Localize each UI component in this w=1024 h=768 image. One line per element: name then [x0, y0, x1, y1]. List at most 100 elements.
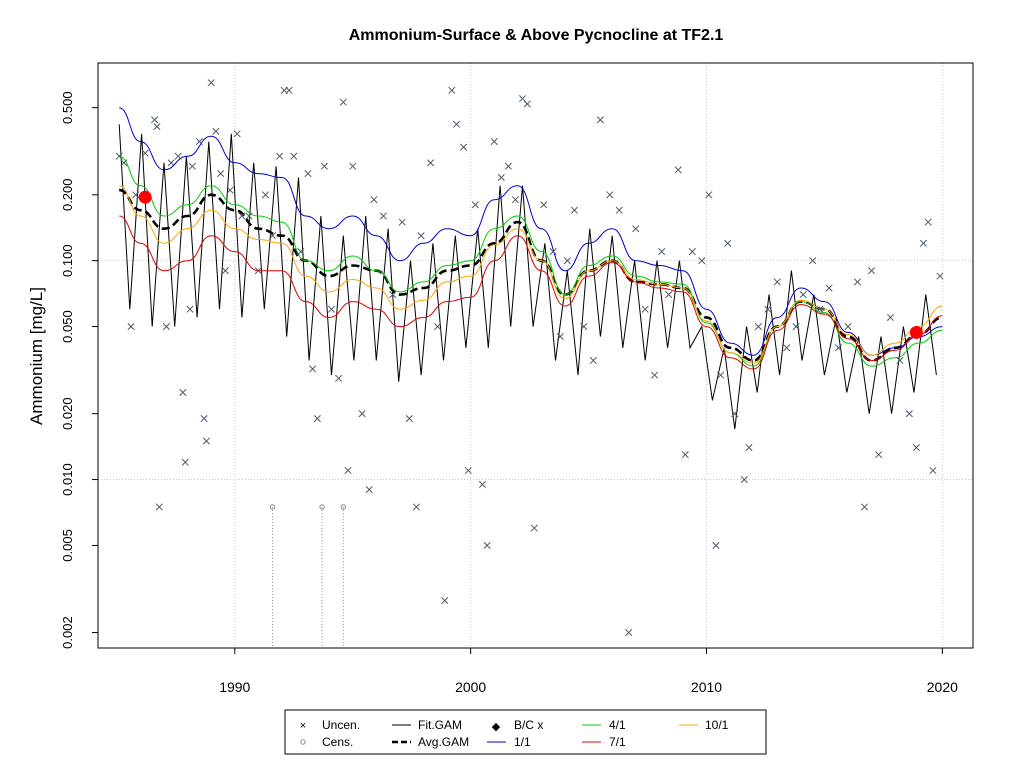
uncensored-point-stroke — [441, 597, 449, 605]
uncensored-point-stroke — [632, 225, 640, 233]
uncensored-point — [181, 458, 189, 466]
uncensored-point — [556, 333, 564, 341]
uncensored-point-stroke — [398, 218, 406, 226]
uncensored-point — [835, 344, 843, 352]
uncensored-point-stroke — [658, 248, 666, 256]
chart-title: Ammonium-Surface & Above Pycnocline at T… — [349, 27, 724, 44]
uncensored-point-stroke — [523, 100, 531, 108]
uncensored-point — [221, 267, 229, 275]
uncensored-point-stroke — [497, 173, 505, 182]
y-axis: 0.002 0.005 0.010 0.020 0.050 0.100 0.200 0.500 — [60, 91, 98, 649]
uncensored-point — [658, 248, 666, 256]
uncensored-point — [530, 524, 538, 532]
uncensored-point — [868, 267, 876, 275]
uncensored-point-stroke — [740, 476, 748, 484]
y-tick-label: 0.500 — [60, 91, 75, 124]
uncensored-point — [217, 170, 225, 178]
censored-point — [340, 504, 346, 510]
uncensored-point-stroke — [563, 257, 571, 265]
uncensored-point-stroke — [860, 503, 869, 511]
uncensored-point — [497, 173, 505, 182]
legend: × Uncen. Cens. Fit.GAM Avg.GAM ◆ B/C x 1… — [284, 709, 767, 755]
uncensored-point — [919, 239, 928, 247]
uncensored-point — [745, 444, 753, 452]
y-axis-label: Ammonium [mg/L] — [27, 287, 46, 425]
uncensored-point — [875, 451, 883, 459]
uncensored-point — [297, 248, 305, 256]
legend-label-avggam: Avg.GAM — [418, 735, 469, 749]
uncensored-point — [504, 162, 512, 170]
uncensored-point — [141, 149, 149, 157]
uncensored-point-stroke — [167, 159, 175, 167]
uncensored-point — [681, 451, 689, 459]
uncensored-point — [580, 323, 588, 331]
uncensored-point — [712, 541, 720, 550]
uncensored-point — [816, 305, 824, 313]
uncensored-point-stroke — [580, 323, 588, 331]
uncensored-point — [853, 278, 861, 286]
uncensored-point — [596, 116, 604, 124]
uncensored-point — [313, 414, 321, 423]
grid-layer — [98, 63, 973, 648]
uncensored-point — [151, 116, 159, 124]
uncensored-point-stroke — [153, 122, 161, 131]
uncensored-point-stroke — [261, 191, 270, 199]
uncensored-point-stroke — [207, 79, 215, 87]
series-4-1 — [119, 155, 943, 367]
y-tick-label: 0.050 — [60, 310, 75, 343]
uncensored-point — [349, 162, 357, 170]
uncensored-point — [254, 267, 262, 275]
uncensored-point — [615, 206, 623, 214]
uncensored-point — [731, 410, 739, 418]
uncensored-point — [549, 248, 557, 256]
uncensored-point — [625, 628, 633, 637]
uncensored-point-stroke — [358, 410, 366, 418]
uncensored-point-stroke — [141, 149, 149, 157]
uncensored-point-stroke — [151, 116, 159, 124]
uncensored-point-stroke — [405, 414, 413, 423]
uncensored-point — [212, 127, 220, 135]
uncensored-point-stroke — [731, 410, 739, 418]
uncensored-point-stroke — [886, 313, 895, 322]
uncensored-point-stroke — [155, 503, 163, 511]
legend-box — [284, 709, 767, 755]
uncensored-point-stroke — [186, 305, 194, 313]
uncensored-point — [290, 152, 298, 160]
uncensored-point-stroke — [570, 206, 578, 214]
uncensored-point — [238, 212, 246, 220]
uncensored-point — [809, 257, 817, 265]
uncensored-point — [886, 313, 895, 322]
y-tick-label: 0.200 — [60, 179, 75, 212]
uncensored-point — [665, 291, 673, 299]
uncensored-point — [426, 159, 435, 167]
uncensored-point — [448, 86, 456, 94]
uncensored-point-stroke — [688, 248, 696, 256]
uncensored-point-stroke — [483, 541, 491, 550]
uncensored-point — [460, 143, 468, 151]
uncensored-point — [379, 212, 387, 220]
series-layer — [118, 107, 943, 430]
uncensored-point — [389, 291, 397, 299]
bc-point — [138, 190, 152, 204]
uncensored-point-stroke — [290, 152, 298, 160]
uncensored-point — [792, 323, 800, 331]
bc-point — [909, 325, 923, 339]
uncensored-point — [202, 437, 211, 445]
uncensored-point — [799, 291, 807, 299]
uncensored-point-stroke — [936, 272, 944, 280]
uncensored-point-stroke — [868, 267, 876, 275]
x-tick-label: 2000 — [455, 679, 486, 695]
uncensored-point — [120, 159, 128, 167]
uncensored-point-stroke — [853, 278, 861, 286]
uncensored-point — [417, 232, 425, 240]
uncensored-point — [434, 323, 442, 331]
uncensored-point-stroke — [320, 162, 328, 170]
series-7-1 — [119, 215, 943, 370]
legend-label-1-1: 1/1 — [514, 735, 531, 749]
uncensored-point — [563, 257, 571, 265]
y-tick-label: 0.020 — [60, 397, 75, 430]
uncensored-point — [200, 414, 208, 423]
uncensored-point — [309, 365, 317, 373]
uncensored-point-stroke — [825, 284, 833, 292]
uncensored-point-stroke — [245, 212, 253, 220]
